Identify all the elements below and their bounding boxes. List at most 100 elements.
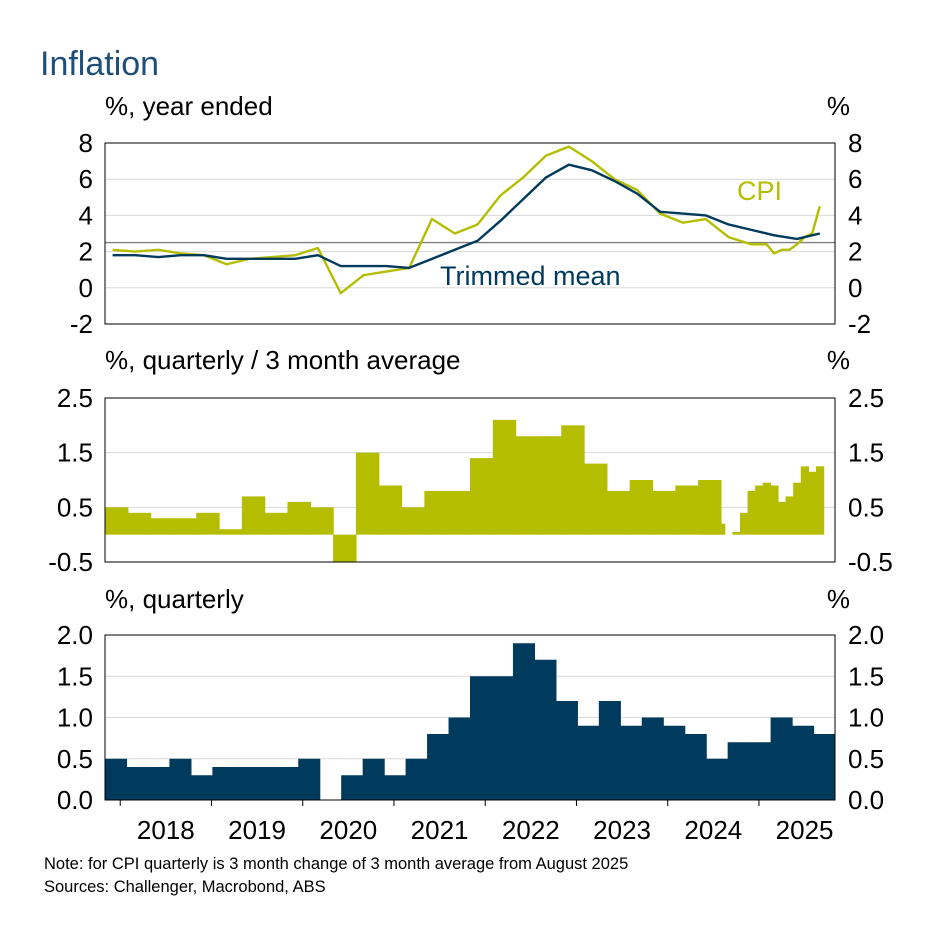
y-tick-label-left: 2: [79, 237, 93, 267]
trimmed-quarterly-bar: [427, 734, 450, 800]
cpi-quarterly-bar: [287, 501, 311, 535]
y-axis-label-right: %: [827, 91, 850, 121]
y-tick-label-left: 1.0: [57, 703, 93, 733]
trimmed-quarterly-bar: [405, 758, 428, 800]
y-tick-label-right: -0.5: [848, 547, 893, 577]
trimmed-quarterly-bar: [792, 725, 815, 800]
trimmed-quarterly-bar: [663, 725, 686, 800]
trimmed-quarterly-bar: [190, 775, 213, 800]
y-tick-label-left: -0.5: [48, 547, 93, 577]
cpi-quarterly-bar: [470, 458, 494, 535]
trimmed-quarterly-bar: [555, 701, 578, 800]
y-tick-label-left: 0: [79, 273, 93, 303]
plot-area: [105, 643, 835, 800]
trimmed-quarterly-bar: [298, 758, 321, 800]
y-tick-label-right: -2: [848, 309, 871, 339]
y-tick-label-right: 2.5: [848, 383, 884, 413]
y-tick-label-right: 1.5: [848, 661, 884, 691]
cpi-quarterly-bar: [355, 452, 380, 535]
cpi-monthly-bar: [815, 466, 825, 535]
series-line-trimmed-mean: [112, 163, 821, 270]
panel-2: %, quarterly / 3 month average % 2.5 2.5 1.5…: [48, 345, 893, 577]
trimmed-quarterly-bar: [684, 734, 707, 800]
cpi-quarterly-bar: [515, 436, 540, 535]
trimmed-quarterly-bar: [384, 775, 407, 800]
trimmed-quarterly-bar: [749, 742, 772, 800]
y-tick-label-left: -2: [70, 309, 93, 339]
y-tick-label-left: 0.5: [57, 744, 93, 774]
trimmed-quarterly-bar: [813, 734, 835, 800]
trimmed-quarterly-bar: [276, 767, 299, 800]
y-tick-label-right: 6: [848, 164, 862, 194]
cpi-monthly-bar: [747, 490, 756, 535]
y-tick-label-left: 1.5: [57, 661, 93, 691]
y-axis-label-right: %: [827, 345, 850, 375]
chart-sources: Sources: Challenger, Macrobond, ABS: [44, 878, 326, 896]
trimmed-quarterly-bar: [770, 717, 793, 800]
cpi-quarterly-bar: [447, 490, 471, 535]
trimmed-quarterly-bar: [491, 676, 514, 800]
trimmed-quarterly-bar: [620, 725, 643, 800]
trimmed-quarterly-bar: [233, 767, 256, 800]
trimmed-quarterly-bar: [598, 701, 621, 800]
cpi-monthly-bar: [739, 512, 749, 535]
x-tick-label: 2025: [776, 815, 834, 845]
y-tick-label-right: 0.5: [848, 744, 884, 774]
cpi-quarterly-bar: [219, 529, 243, 535]
x-tick-label: 2022: [502, 815, 560, 845]
y-tick-label-right: 2: [848, 237, 862, 267]
plot-frame: [104, 142, 836, 325]
trimmed-quarterly-bar: [255, 767, 278, 800]
y-tick-label-right: 0.5: [848, 492, 884, 522]
cpi-quarterly-bar: [105, 507, 129, 535]
trimmed-quarterly-bar: [448, 717, 471, 800]
panel-3: %, quarterly % 2.0 2.0 1.5 1.5 1.0 1.0 0.5 0.5 0.0…: [57, 584, 884, 815]
chart-title: Inflation: [40, 45, 159, 83]
x-tick-label: 2023: [593, 815, 651, 845]
x-tick-label: 2020: [319, 815, 377, 845]
cpi-quarterly-bar: [629, 480, 654, 535]
cpi-quarterly-bar: [561, 425, 585, 535]
y-axis-label-left: %, year ended: [105, 91, 273, 121]
plot-area: [105, 145, 835, 295]
cpi-quarterly-bar: [127, 512, 152, 535]
cpi-monthly-bar: [762, 482, 771, 535]
x-tick-label: 2024: [684, 815, 742, 845]
cpi-quarterly-bar: [606, 490, 631, 535]
cpi-monthly-bar: [701, 507, 711, 535]
chart-note: Note: for CPI quarterly is 3 month chang…: [44, 855, 628, 873]
cpi-quarterly-bar: [264, 512, 289, 535]
cpi-monthly-bar: [755, 485, 764, 535]
y-tick-label-right: 4: [848, 200, 862, 230]
cpi-monthly-bar: [808, 471, 817, 535]
cpi-monthly-bar: [770, 485, 779, 535]
y-tick-label-right: 1.5: [848, 438, 884, 468]
trimmed-quarterly-bar: [534, 659, 557, 800]
y-tick-label-left: 6: [79, 164, 93, 194]
y-tick-label-right: 2.0: [848, 620, 884, 650]
plot-area: [105, 419, 825, 562]
trimmed-quarterly-bar: [147, 767, 171, 800]
panel-1: %, year ended % 8 8 6 6 4 4 2 2 0 0 -2 -2 CPI Trimmed m…: [70, 91, 871, 339]
cpi-quarterly-bar: [333, 534, 357, 562]
cpi-quarterly-bar: [492, 419, 517, 535]
y-axis-label-left: %, quarterly: [105, 584, 244, 614]
cpi-quarterly-bar: [584, 463, 608, 535]
y-tick-label-left: 4: [79, 200, 93, 230]
trimmed-quarterly-bar: [727, 742, 750, 800]
y-tick-label-left: 2.0: [57, 620, 93, 650]
trimmed-quarterly-bar: [641, 717, 664, 800]
y-tick-label-left: 0.5: [57, 492, 93, 522]
trimmed-quarterly-bar: [706, 758, 729, 800]
trimmed-quarterly-bar: [126, 767, 149, 800]
y-tick-label-left: 1.5: [57, 438, 93, 468]
cpi-quarterly-bar: [401, 507, 425, 535]
trimmed-quarterly-bar: [105, 758, 128, 800]
x-tick-label: 2019: [228, 815, 286, 845]
y-tick-label-right: 8: [848, 128, 862, 158]
cpi-quarterly-bar: [241, 496, 266, 535]
y-tick-label-right: 0.0: [848, 785, 884, 815]
trimmed-quarterly-bar: [212, 767, 235, 800]
cpi-quarterly-bar: [196, 512, 220, 535]
